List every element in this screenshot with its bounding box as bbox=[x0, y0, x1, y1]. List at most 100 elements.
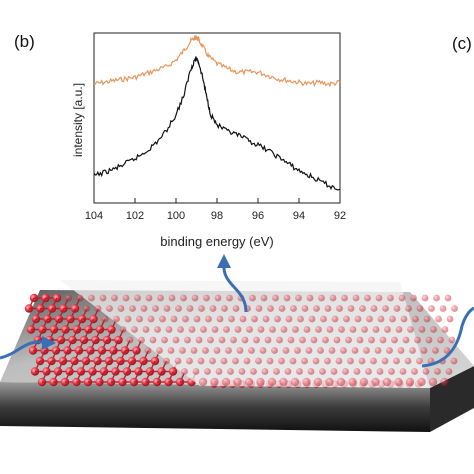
atom bbox=[126, 336, 134, 344]
atom bbox=[131, 326, 138, 333]
atom bbox=[168, 294, 176, 302]
atom bbox=[359, 305, 366, 312]
atom bbox=[138, 336, 145, 344]
atom bbox=[322, 336, 329, 344]
atom bbox=[411, 368, 418, 375]
atom bbox=[417, 377, 426, 387]
atom bbox=[353, 368, 361, 375]
atom bbox=[26, 325, 36, 334]
atom bbox=[221, 305, 228, 312]
atom bbox=[296, 368, 303, 375]
atom bbox=[250, 368, 257, 375]
atom bbox=[181, 368, 188, 375]
atom bbox=[384, 326, 391, 333]
atom bbox=[248, 347, 255, 354]
atom bbox=[302, 377, 311, 387]
atom bbox=[269, 326, 276, 333]
atom bbox=[190, 347, 198, 354]
atom bbox=[195, 336, 203, 344]
atom bbox=[307, 368, 315, 375]
x-axis-label: binding energy (eV) bbox=[160, 234, 273, 249]
atom bbox=[430, 326, 437, 333]
atom bbox=[405, 305, 412, 312]
atom bbox=[371, 377, 380, 387]
atom bbox=[227, 368, 234, 375]
emission-arrow-top-head bbox=[217, 254, 231, 268]
atom bbox=[228, 315, 235, 323]
atom bbox=[113, 315, 120, 323]
atom bbox=[359, 377, 369, 387]
atom bbox=[382, 305, 389, 312]
atom bbox=[294, 347, 301, 354]
atom bbox=[335, 357, 343, 365]
atom bbox=[409, 347, 416, 354]
atom bbox=[211, 326, 219, 333]
atom bbox=[122, 294, 130, 302]
atom bbox=[354, 315, 362, 323]
atom bbox=[282, 347, 290, 354]
atom bbox=[239, 315, 247, 323]
atom bbox=[261, 368, 269, 375]
atom bbox=[175, 305, 182, 312]
atom bbox=[310, 336, 318, 344]
atom bbox=[439, 305, 447, 312]
substrate-illustration bbox=[0, 254, 474, 432]
atom bbox=[216, 315, 224, 323]
atom bbox=[324, 357, 331, 365]
atom bbox=[328, 347, 336, 354]
atom bbox=[320, 315, 327, 323]
atom bbox=[402, 336, 410, 344]
atom bbox=[220, 357, 228, 365]
atom bbox=[301, 357, 308, 365]
emission-arrow-top bbox=[222, 263, 248, 313]
atom bbox=[257, 326, 265, 333]
atom bbox=[142, 326, 150, 333]
atom bbox=[119, 326, 127, 333]
atom bbox=[372, 326, 380, 333]
atom bbox=[352, 294, 360, 302]
atom bbox=[292, 326, 299, 333]
atom bbox=[330, 368, 338, 375]
atom bbox=[129, 305, 136, 312]
atom bbox=[356, 336, 364, 344]
atom bbox=[363, 347, 370, 354]
atom bbox=[433, 294, 440, 302]
atom bbox=[404, 357, 412, 365]
atom bbox=[94, 305, 102, 312]
panel-label-b: (b) bbox=[14, 32, 35, 51]
atom bbox=[111, 294, 118, 302]
atom bbox=[410, 294, 417, 302]
atom bbox=[180, 294, 187, 302]
atom bbox=[345, 336, 352, 344]
x-tick-label: 104 bbox=[85, 210, 103, 222]
atom bbox=[381, 357, 389, 365]
atom bbox=[370, 357, 377, 365]
atom bbox=[414, 336, 421, 344]
atom bbox=[24, 304, 34, 313]
atom bbox=[210, 377, 219, 387]
atom bbox=[333, 336, 341, 344]
emission-arrow-right bbox=[421, 306, 474, 368]
atom bbox=[204, 368, 211, 375]
atom bbox=[301, 305, 309, 312]
x-tick-label: 92 bbox=[334, 210, 346, 222]
atom bbox=[274, 315, 281, 323]
atom bbox=[400, 315, 408, 323]
atom bbox=[444, 294, 452, 302]
atom bbox=[202, 347, 209, 354]
atom bbox=[200, 326, 207, 333]
atom bbox=[186, 305, 194, 312]
atom bbox=[284, 368, 292, 375]
atom bbox=[336, 377, 346, 387]
atom bbox=[259, 347, 267, 354]
atom bbox=[376, 368, 384, 375]
atom bbox=[289, 357, 297, 365]
atom bbox=[348, 377, 357, 387]
atom bbox=[280, 326, 288, 333]
atom bbox=[395, 326, 403, 333]
atom bbox=[246, 326, 253, 333]
atom bbox=[347, 305, 355, 312]
atom bbox=[317, 347, 324, 354]
atomic-lattice-covered bbox=[65, 294, 458, 387]
atom bbox=[428, 377, 438, 387]
